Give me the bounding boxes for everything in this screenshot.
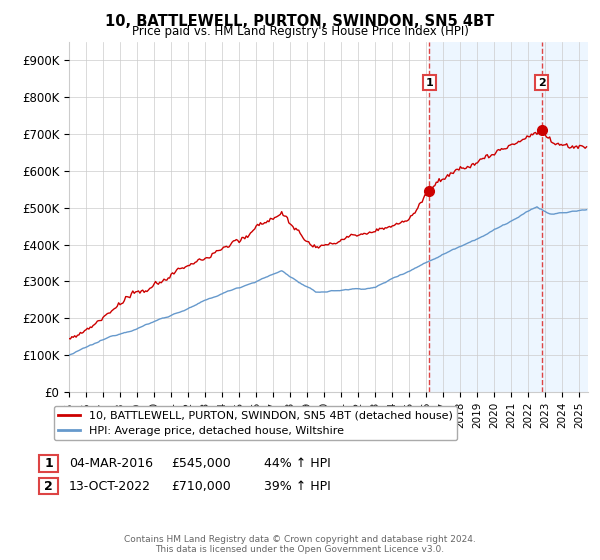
Text: Price paid vs. HM Land Registry's House Price Index (HPI): Price paid vs. HM Land Registry's House …	[131, 25, 469, 38]
Text: 04-MAR-2016: 04-MAR-2016	[69, 457, 153, 470]
Text: 2: 2	[44, 479, 53, 493]
Bar	[542, 42, 588, 392]
Text: 13-OCT-2022: 13-OCT-2022	[69, 479, 151, 493]
Text: 2: 2	[538, 77, 545, 87]
Text: £710,000: £710,000	[171, 479, 231, 493]
Text: 1: 1	[425, 77, 433, 87]
Text: £545,000: £545,000	[171, 457, 231, 470]
Text: 1: 1	[44, 457, 53, 470]
Text: 10, BATTLEWELL, PURTON, SWINDON, SN5 4BT: 10, BATTLEWELL, PURTON, SWINDON, SN5 4BT	[106, 14, 494, 29]
Bar	[429, 42, 542, 392]
Text: 39% ↑ HPI: 39% ↑ HPI	[264, 479, 331, 493]
Text: Contains HM Land Registry data © Crown copyright and database right 2024.
This d: Contains HM Land Registry data © Crown c…	[124, 535, 476, 554]
Legend: 10, BATTLEWELL, PURTON, SWINDON, SN5 4BT (detached house), HPI: Average price, d: 10, BATTLEWELL, PURTON, SWINDON, SN5 4BT…	[53, 406, 457, 440]
Text: 44% ↑ HPI: 44% ↑ HPI	[264, 457, 331, 470]
